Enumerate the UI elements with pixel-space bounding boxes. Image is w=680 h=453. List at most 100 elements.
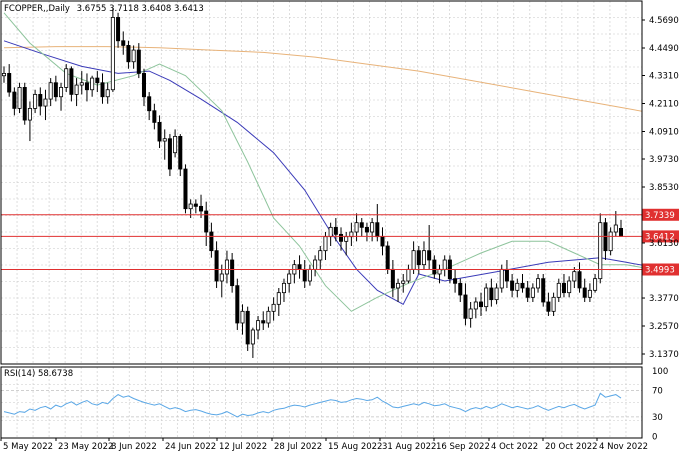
candle-body bbox=[90, 77, 95, 91]
candle bbox=[567, 276, 572, 298]
candle-body bbox=[116, 17, 121, 42]
candle bbox=[546, 292, 551, 316]
candle-body bbox=[95, 77, 100, 84]
candle-body bbox=[473, 301, 478, 310]
candle-body bbox=[318, 250, 323, 261]
time-tick-label: 24 Jun 2022 bbox=[165, 442, 216, 452]
candle bbox=[281, 278, 286, 302]
candle-body bbox=[7, 73, 12, 93]
candle-body bbox=[593, 278, 598, 291]
chart-header: FCOPPER,,Daily 3.6755 3.7118 3.6408 3.64… bbox=[4, 4, 204, 14]
candle-body bbox=[427, 250, 432, 261]
candle-body bbox=[328, 226, 333, 238]
candle-body bbox=[100, 82, 105, 98]
candle-body bbox=[401, 280, 406, 284]
candle bbox=[235, 278, 240, 330]
candle-body bbox=[224, 259, 229, 275]
candle bbox=[69, 66, 74, 102]
candle bbox=[468, 301, 473, 328]
candle-body bbox=[235, 285, 240, 324]
candle bbox=[515, 278, 520, 298]
rsi-tick-label: 100 bbox=[652, 367, 668, 377]
candle-body bbox=[183, 168, 188, 210]
candle-body bbox=[147, 96, 152, 112]
candle bbox=[100, 73, 105, 104]
price-level-tag bbox=[642, 230, 679, 243]
price-level-label: 3.6412 bbox=[645, 232, 675, 242]
price-level-tag bbox=[642, 263, 679, 276]
candle bbox=[7, 64, 12, 97]
candle-body bbox=[489, 287, 494, 301]
candle bbox=[484, 283, 489, 312]
candle bbox=[17, 82, 22, 114]
price-tick-label: 3.8530 bbox=[649, 183, 679, 193]
candle-body bbox=[33, 94, 38, 109]
price-tick-label: 3.6130 bbox=[649, 239, 679, 249]
rsi-tick-label: 0 bbox=[652, 433, 657, 443]
candle bbox=[463, 283, 468, 326]
price-axis: 4.5690 4.4490 4.3310 4.2110 4.0910 3.9730 3.85… bbox=[642, 16, 679, 360]
candle-body bbox=[567, 280, 572, 294]
candle bbox=[577, 262, 582, 293]
candle-body bbox=[499, 268, 504, 289]
time-tick-label: 15 Aug 2022 bbox=[328, 442, 382, 452]
candle-body bbox=[577, 271, 582, 289]
candle bbox=[43, 89, 48, 121]
candle-body bbox=[240, 310, 245, 324]
candle bbox=[256, 315, 261, 340]
candle-body bbox=[141, 73, 146, 98]
candle-body bbox=[38, 94, 43, 107]
candle-body bbox=[43, 98, 48, 107]
moving-average-line bbox=[3, 46, 642, 112]
candle bbox=[520, 273, 525, 293]
price-tick-label: 3.2570 bbox=[649, 322, 679, 332]
candle bbox=[364, 222, 369, 242]
candle-body bbox=[1, 73, 7, 77]
candle bbox=[48, 78, 53, 107]
candle-body bbox=[276, 292, 281, 305]
candle bbox=[530, 283, 535, 302]
candle bbox=[421, 241, 426, 270]
candle bbox=[183, 164, 188, 214]
candle-body bbox=[530, 287, 535, 298]
candle bbox=[147, 92, 152, 121]
time-tick-label: 31 Aug 2022 bbox=[382, 442, 436, 452]
candle bbox=[598, 213, 603, 284]
time-tick-label: 5 May 2022 bbox=[3, 442, 53, 452]
candle-body bbox=[64, 68, 69, 88]
candle bbox=[162, 129, 167, 160]
candle bbox=[27, 101, 32, 142]
candle bbox=[105, 82, 110, 104]
candle-body bbox=[520, 282, 525, 289]
candle-body bbox=[105, 89, 110, 98]
price-tick-label: 3.3770 bbox=[649, 294, 679, 304]
candle bbox=[556, 278, 561, 302]
candle bbox=[396, 278, 401, 302]
candle-body bbox=[468, 308, 473, 319]
candle-body bbox=[53, 82, 58, 98]
candle bbox=[572, 267, 577, 288]
candle-body bbox=[48, 82, 53, 100]
candle-body bbox=[344, 236, 349, 242]
candle-body bbox=[131, 49, 136, 63]
candle-body bbox=[556, 282, 561, 298]
candle bbox=[473, 297, 478, 319]
candle-body bbox=[421, 250, 426, 266]
candle bbox=[209, 222, 214, 258]
candle-body bbox=[453, 278, 458, 284]
candle-body bbox=[546, 301, 551, 312]
candle-body bbox=[380, 236, 385, 247]
rsi-indicator bbox=[1, 390, 642, 418]
main-panel-frame bbox=[0, 0, 643, 365]
candle-body bbox=[396, 282, 401, 289]
candle bbox=[33, 89, 38, 114]
candle bbox=[167, 134, 172, 177]
candle bbox=[333, 218, 338, 242]
candle-body bbox=[613, 224, 618, 233]
time-tick-label: 20 Oct 2022 bbox=[545, 442, 598, 452]
price-level-label: 3.7339 bbox=[645, 211, 675, 221]
candle bbox=[199, 194, 204, 219]
candle-body bbox=[411, 250, 416, 270]
candle-body bbox=[157, 121, 162, 142]
candle-body bbox=[281, 282, 286, 294]
